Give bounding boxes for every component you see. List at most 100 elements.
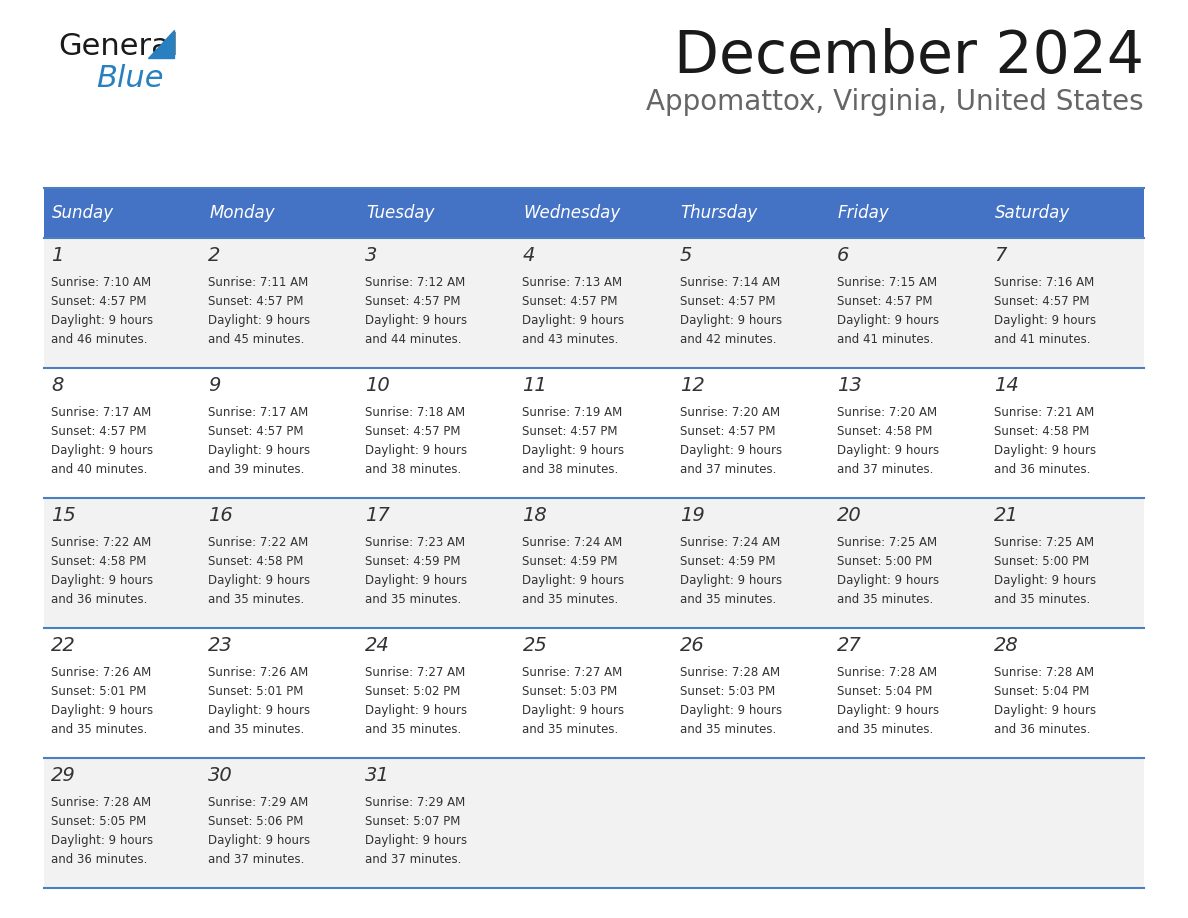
- Text: 20: 20: [836, 506, 861, 525]
- Text: Daylight: 9 hours: Daylight: 9 hours: [208, 444, 310, 457]
- Text: 4: 4: [523, 246, 535, 265]
- Text: Sunset: 4:57 PM: Sunset: 4:57 PM: [523, 295, 618, 308]
- Text: Sunset: 5:04 PM: Sunset: 5:04 PM: [836, 685, 933, 698]
- Text: Sunset: 4:58 PM: Sunset: 4:58 PM: [994, 425, 1089, 438]
- Text: 1: 1: [51, 246, 63, 265]
- Bar: [44, 368, 1144, 498]
- Text: 5: 5: [680, 246, 691, 265]
- Text: Sunrise: 7:29 AM: Sunrise: 7:29 AM: [365, 796, 466, 809]
- Text: Sunrise: 7:12 AM: Sunrise: 7:12 AM: [365, 276, 466, 289]
- Text: and 35 minutes.: and 35 minutes.: [523, 593, 619, 606]
- Text: Daylight: 9 hours: Daylight: 9 hours: [51, 314, 153, 327]
- Text: and 41 minutes.: and 41 minutes.: [994, 333, 1091, 346]
- Text: 15: 15: [51, 506, 76, 525]
- Text: and 45 minutes.: and 45 minutes.: [208, 333, 304, 346]
- Text: Daylight: 9 hours: Daylight: 9 hours: [51, 704, 153, 717]
- Text: Thursday: Thursday: [681, 204, 758, 222]
- Text: 10: 10: [365, 376, 390, 395]
- Text: 11: 11: [523, 376, 548, 395]
- Text: and 35 minutes.: and 35 minutes.: [836, 593, 933, 606]
- Text: 27: 27: [836, 636, 861, 655]
- Text: and 43 minutes.: and 43 minutes.: [523, 333, 619, 346]
- Text: Daylight: 9 hours: Daylight: 9 hours: [365, 834, 467, 847]
- Text: 26: 26: [680, 636, 704, 655]
- Text: Sunrise: 7:28 AM: Sunrise: 7:28 AM: [836, 666, 937, 679]
- Text: Sunrise: 7:10 AM: Sunrise: 7:10 AM: [51, 276, 151, 289]
- Text: Sunset: 4:59 PM: Sunset: 4:59 PM: [523, 555, 618, 568]
- Text: 18: 18: [523, 506, 548, 525]
- Text: Monday: Monday: [209, 204, 274, 222]
- Bar: [201, 188, 359, 238]
- Text: and 39 minutes.: and 39 minutes.: [208, 463, 304, 476]
- Text: Sunset: 4:58 PM: Sunset: 4:58 PM: [836, 425, 933, 438]
- Text: Sunset: 5:03 PM: Sunset: 5:03 PM: [680, 685, 775, 698]
- Text: Sunset: 5:02 PM: Sunset: 5:02 PM: [365, 685, 461, 698]
- Bar: [44, 758, 1144, 888]
- Text: Daylight: 9 hours: Daylight: 9 hours: [680, 574, 782, 587]
- Text: 7: 7: [994, 246, 1006, 265]
- Text: and 35 minutes.: and 35 minutes.: [994, 593, 1091, 606]
- Text: and 35 minutes.: and 35 minutes.: [680, 723, 776, 736]
- Text: Sunset: 4:57 PM: Sunset: 4:57 PM: [365, 425, 461, 438]
- Text: 14: 14: [994, 376, 1018, 395]
- Text: 17: 17: [365, 506, 390, 525]
- Text: Sunset: 4:57 PM: Sunset: 4:57 PM: [365, 295, 461, 308]
- Text: and 40 minutes.: and 40 minutes.: [51, 463, 147, 476]
- Polygon shape: [148, 30, 173, 58]
- Bar: [44, 238, 1144, 368]
- Text: Sunset: 4:57 PM: Sunset: 4:57 PM: [208, 295, 304, 308]
- Text: Daylight: 9 hours: Daylight: 9 hours: [994, 444, 1097, 457]
- Text: 30: 30: [208, 766, 233, 785]
- Text: Sunset: 4:59 PM: Sunset: 4:59 PM: [365, 555, 461, 568]
- Text: 19: 19: [680, 506, 704, 525]
- Text: 3: 3: [365, 246, 378, 265]
- Text: Sunrise: 7:23 AM: Sunrise: 7:23 AM: [365, 536, 466, 549]
- Text: Sunrise: 7:25 AM: Sunrise: 7:25 AM: [836, 536, 937, 549]
- Text: Daylight: 9 hours: Daylight: 9 hours: [836, 314, 939, 327]
- Text: and 36 minutes.: and 36 minutes.: [994, 463, 1091, 476]
- Text: Sunrise: 7:28 AM: Sunrise: 7:28 AM: [994, 666, 1094, 679]
- Text: Sunrise: 7:26 AM: Sunrise: 7:26 AM: [51, 666, 151, 679]
- Text: 21: 21: [994, 506, 1018, 525]
- Text: Daylight: 9 hours: Daylight: 9 hours: [994, 704, 1097, 717]
- Text: Sunrise: 7:15 AM: Sunrise: 7:15 AM: [836, 276, 937, 289]
- Text: and 41 minutes.: and 41 minutes.: [836, 333, 934, 346]
- Text: Sunrise: 7:20 AM: Sunrise: 7:20 AM: [680, 406, 779, 419]
- Text: and 38 minutes.: and 38 minutes.: [523, 463, 619, 476]
- Text: Sunset: 4:57 PM: Sunset: 4:57 PM: [51, 425, 146, 438]
- Text: Daylight: 9 hours: Daylight: 9 hours: [836, 704, 939, 717]
- Text: Sunrise: 7:25 AM: Sunrise: 7:25 AM: [994, 536, 1094, 549]
- Text: Sunrise: 7:24 AM: Sunrise: 7:24 AM: [523, 536, 623, 549]
- Text: and 37 minutes.: and 37 minutes.: [680, 463, 776, 476]
- Text: Daylight: 9 hours: Daylight: 9 hours: [208, 704, 310, 717]
- Text: 2: 2: [208, 246, 221, 265]
- Text: and 36 minutes.: and 36 minutes.: [51, 593, 147, 606]
- Text: Sunset: 4:59 PM: Sunset: 4:59 PM: [680, 555, 775, 568]
- Text: Sunset: 5:03 PM: Sunset: 5:03 PM: [523, 685, 618, 698]
- Text: Sunset: 4:58 PM: Sunset: 4:58 PM: [51, 555, 146, 568]
- Text: 29: 29: [51, 766, 76, 785]
- Text: 12: 12: [680, 376, 704, 395]
- Text: 9: 9: [208, 376, 221, 395]
- Text: Daylight: 9 hours: Daylight: 9 hours: [208, 314, 310, 327]
- Text: and 35 minutes.: and 35 minutes.: [680, 593, 776, 606]
- Text: Daylight: 9 hours: Daylight: 9 hours: [51, 834, 153, 847]
- Text: Sunrise: 7:18 AM: Sunrise: 7:18 AM: [365, 406, 466, 419]
- Text: Sunset: 5:01 PM: Sunset: 5:01 PM: [208, 685, 303, 698]
- Text: and 37 minutes.: and 37 minutes.: [836, 463, 933, 476]
- Text: and 35 minutes.: and 35 minutes.: [51, 723, 147, 736]
- Text: Daylight: 9 hours: Daylight: 9 hours: [680, 444, 782, 457]
- Text: and 35 minutes.: and 35 minutes.: [523, 723, 619, 736]
- Text: Sunrise: 7:14 AM: Sunrise: 7:14 AM: [680, 276, 779, 289]
- Text: Sunrise: 7:28 AM: Sunrise: 7:28 AM: [51, 796, 151, 809]
- Text: Sunset: 5:01 PM: Sunset: 5:01 PM: [51, 685, 146, 698]
- Text: Daylight: 9 hours: Daylight: 9 hours: [523, 444, 625, 457]
- Text: Blue: Blue: [96, 64, 164, 93]
- Text: and 44 minutes.: and 44 minutes.: [365, 333, 462, 346]
- Text: Sunrise: 7:17 AM: Sunrise: 7:17 AM: [208, 406, 309, 419]
- Text: and 35 minutes.: and 35 minutes.: [836, 723, 933, 736]
- Text: Sunrise: 7:24 AM: Sunrise: 7:24 AM: [680, 536, 779, 549]
- Text: 22: 22: [51, 636, 76, 655]
- Text: 31: 31: [365, 766, 390, 785]
- Text: Daylight: 9 hours: Daylight: 9 hours: [836, 444, 939, 457]
